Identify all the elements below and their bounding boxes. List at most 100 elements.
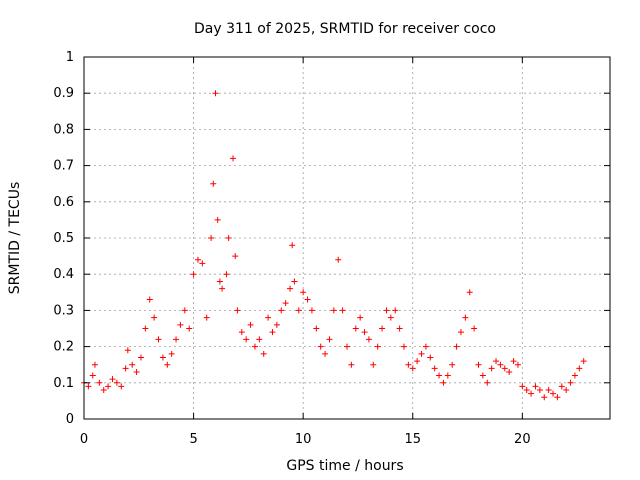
data-point: [370, 361, 377, 368]
y-tick-label: 0.7: [53, 159, 74, 174]
data-point: [96, 379, 103, 386]
data-point: [396, 325, 403, 332]
data-point: [440, 379, 447, 386]
data-point: [422, 343, 429, 350]
data-point: [493, 358, 500, 365]
data-point: [444, 372, 451, 379]
data-point: [212, 90, 219, 97]
data-point: [532, 383, 539, 390]
data-point: [247, 321, 254, 328]
data-point: [471, 325, 478, 332]
y-tick-label: 0.5: [53, 231, 74, 246]
data-point: [374, 343, 381, 350]
data-point: [501, 365, 508, 372]
y-axis-label: SRMTID / TECUs: [7, 182, 23, 295]
y-tick-label: 0.6: [53, 195, 74, 210]
data-point: [436, 372, 443, 379]
data-point: [210, 180, 217, 187]
data-point: [431, 365, 438, 372]
data-point: [85, 383, 92, 390]
data-point: [159, 354, 166, 361]
data-point: [177, 321, 184, 328]
x-tick-label: 15: [404, 432, 421, 447]
data-point: [282, 300, 289, 307]
data-point: [400, 343, 407, 350]
axis-ticks: [83, 56, 610, 420]
data-point: [488, 365, 495, 372]
data-point: [409, 365, 416, 372]
data-point: [91, 361, 98, 368]
data-point: [223, 271, 230, 278]
data-point: [563, 387, 570, 394]
data-point: [219, 285, 226, 292]
data-point: [317, 343, 324, 350]
data-point: [265, 314, 272, 321]
data-point: [260, 350, 267, 357]
data-point: [214, 216, 221, 223]
data-point: [186, 325, 193, 332]
data-point: [313, 325, 320, 332]
data-point: [146, 296, 153, 303]
x-tick-label: 20: [514, 432, 531, 447]
data-point: [155, 336, 162, 343]
data-point: [344, 343, 350, 350]
data-point: [289, 242, 296, 249]
data-point: [164, 361, 171, 368]
data-point: [536, 387, 543, 394]
data-point: [462, 314, 469, 321]
data-point: [514, 361, 521, 368]
data-point: [168, 350, 175, 357]
data-point: [558, 383, 565, 390]
data-point: [506, 368, 513, 375]
data-point: [392, 307, 399, 314]
data-point: [497, 361, 504, 368]
data-point: [414, 358, 421, 365]
data-point: [124, 347, 131, 354]
data-point: [567, 379, 574, 386]
y-tick-label: 0: [66, 412, 74, 427]
data-point: [519, 383, 526, 390]
data-point: [545, 387, 552, 394]
grid-lines: [84, 57, 610, 419]
y-tick-label: 0.8: [53, 122, 74, 137]
data-point: [348, 361, 355, 368]
y-tick-label: 0.3: [53, 303, 74, 318]
data-point: [133, 368, 140, 375]
data-point: [118, 383, 125, 390]
data-points: [81, 90, 587, 401]
x-axis-label: GPS time / hours: [286, 458, 403, 474]
data-point: [151, 314, 158, 321]
data-point: [295, 307, 302, 314]
data-point: [523, 387, 530, 394]
data-point: [109, 376, 116, 383]
data-point: [580, 358, 587, 365]
data-point: [122, 365, 129, 372]
data-point: [251, 343, 258, 350]
data-point: [418, 350, 425, 357]
data-point: [269, 329, 276, 336]
data-point: [379, 325, 386, 332]
data-point: [308, 307, 315, 314]
data-point: [129, 361, 136, 368]
data-point: [427, 354, 434, 361]
data-point: [554, 394, 561, 401]
data-point: [484, 379, 491, 386]
data-point: [322, 350, 329, 357]
y-tick-label: 0.9: [53, 86, 74, 101]
data-point: [466, 289, 473, 296]
data-point: [278, 307, 285, 314]
data-point: [479, 372, 486, 379]
data-point: [287, 285, 294, 292]
data-point: [105, 383, 112, 390]
data-point: [273, 321, 280, 328]
data-point: [304, 296, 311, 303]
chart-title: Day 311 of 2025, SRMTID for receiver coc…: [194, 21, 496, 37]
data-point: [225, 235, 232, 241]
data-point: [326, 336, 333, 343]
data-point: [449, 361, 456, 368]
data-point: [576, 365, 583, 372]
y-tick-label: 0.4: [53, 267, 74, 282]
plot-frame: [83, 56, 611, 420]
data-point: [190, 271, 197, 278]
